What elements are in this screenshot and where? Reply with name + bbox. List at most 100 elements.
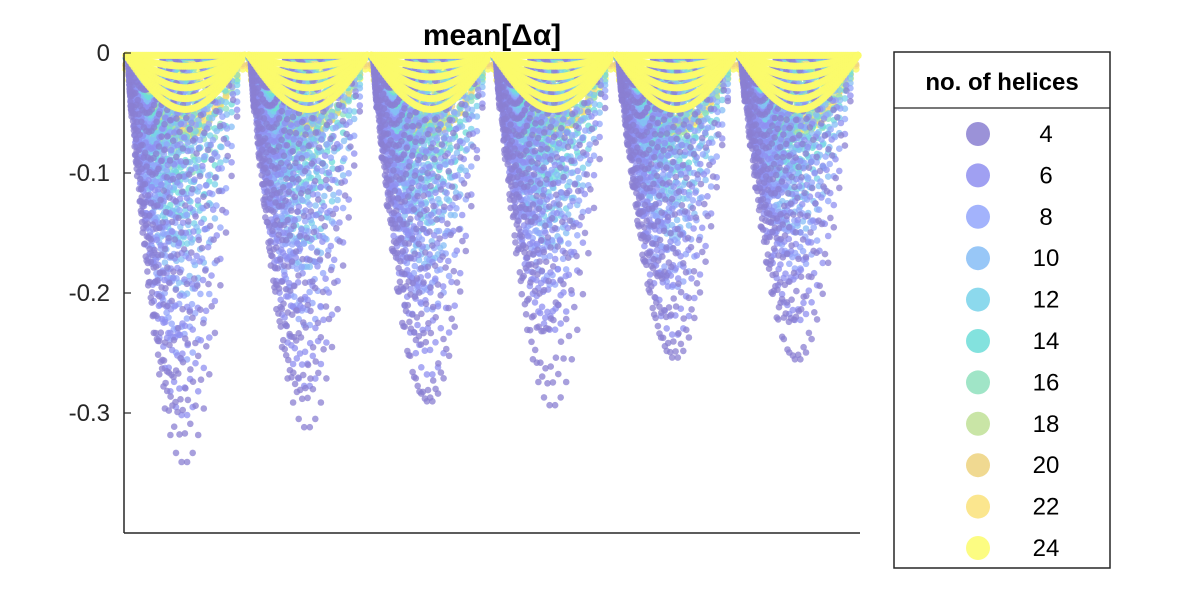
scatter-point xyxy=(197,306,204,314)
scatter-point xyxy=(208,114,216,122)
scatter-point xyxy=(224,152,231,160)
scatter-point xyxy=(158,181,165,188)
scatter-point xyxy=(323,141,331,148)
scatter-point xyxy=(233,106,241,114)
scatter-point xyxy=(187,366,194,373)
scatter-point xyxy=(198,219,205,226)
scatter-point xyxy=(211,150,218,157)
scatter-point xyxy=(217,159,224,166)
scatter-point xyxy=(132,151,139,158)
scatter-point xyxy=(211,174,219,181)
scatter-point xyxy=(159,219,167,226)
scatter-point xyxy=(189,185,196,193)
scatter-point xyxy=(210,236,217,243)
scatter-point xyxy=(179,406,186,414)
scatter-point xyxy=(199,162,206,170)
scatter-point xyxy=(170,336,178,344)
scatter-point xyxy=(228,172,235,180)
scatter-point xyxy=(199,276,207,284)
scatter-point xyxy=(180,246,188,253)
scatter-point xyxy=(194,352,202,360)
scatter-point xyxy=(169,228,176,235)
scatter-point xyxy=(176,292,184,299)
scatter-point xyxy=(167,146,175,154)
scatter-point xyxy=(170,268,177,276)
scatter-point xyxy=(298,263,306,271)
scatter-point xyxy=(197,376,205,384)
scatter-point xyxy=(138,210,145,217)
scatter-point xyxy=(188,119,195,127)
scatter-point xyxy=(144,268,151,275)
scatter-point xyxy=(193,150,200,157)
scatter-point xyxy=(340,137,348,145)
scatter-point xyxy=(192,213,199,220)
scatter-point xyxy=(146,245,153,253)
scatter-point xyxy=(215,165,222,172)
scatter-point xyxy=(334,196,341,204)
scatter-point xyxy=(160,383,167,390)
scatter-point xyxy=(321,192,328,200)
scatter-point xyxy=(153,118,160,126)
scatter-point xyxy=(200,193,207,200)
scatter-point xyxy=(183,194,191,202)
scatter-point xyxy=(173,115,180,122)
scatter-point xyxy=(176,128,183,136)
scatter-point xyxy=(131,143,138,150)
scatter-point xyxy=(138,218,146,226)
scatter-point xyxy=(183,411,191,419)
scatter-point xyxy=(170,423,178,431)
scatter-point xyxy=(200,319,207,327)
scatter-point xyxy=(194,431,202,439)
scatter-point xyxy=(200,364,208,372)
scatter-point xyxy=(206,290,213,298)
scatter-point xyxy=(191,176,198,183)
scatter-point xyxy=(141,240,149,247)
scatter-point xyxy=(131,131,138,139)
scatter-point xyxy=(192,339,199,347)
scatter-point xyxy=(211,329,219,337)
scatter-point xyxy=(160,269,167,277)
scatter-point xyxy=(155,165,162,173)
scatter-point xyxy=(181,134,188,141)
scatter-point xyxy=(183,458,191,466)
scatter-point xyxy=(168,320,175,328)
scatter-point xyxy=(181,430,189,437)
scatter-point xyxy=(156,224,163,232)
scatter-point xyxy=(183,211,191,219)
scatter-point xyxy=(155,110,163,118)
scatter-point xyxy=(328,112,335,119)
scatter-point xyxy=(188,249,195,256)
scatter-point xyxy=(184,340,192,347)
scatter-point xyxy=(128,113,135,120)
scatter-point xyxy=(208,156,215,163)
scatter-point xyxy=(179,358,187,366)
scatter-point xyxy=(182,385,189,392)
scatter-point xyxy=(206,371,213,378)
scatter-point xyxy=(166,157,174,164)
scatter-point xyxy=(150,124,158,131)
scatter-point xyxy=(161,405,169,412)
scatter-point xyxy=(200,153,208,161)
scatter-point xyxy=(156,371,163,378)
scatter-point xyxy=(198,244,206,252)
scatter-point xyxy=(201,129,208,137)
scatter-point xyxy=(176,269,184,276)
scatter-point xyxy=(172,197,179,205)
scatter-point xyxy=(215,187,223,195)
scatter-point xyxy=(183,114,190,122)
scatter-point xyxy=(163,174,171,181)
scatter-point xyxy=(335,189,343,196)
scatter-point xyxy=(229,96,237,104)
scatter-point xyxy=(175,214,182,222)
scatter-point xyxy=(189,314,196,322)
scatter-point xyxy=(298,196,306,204)
scatter-point xyxy=(209,206,217,213)
scatter-point xyxy=(205,280,212,288)
scatter-point xyxy=(332,124,340,131)
scatter-point xyxy=(202,267,209,274)
scatter-point xyxy=(206,189,213,197)
scatter-point xyxy=(196,258,204,265)
scatter-point xyxy=(148,299,156,306)
scatter-point xyxy=(154,351,162,359)
scatter-point xyxy=(222,229,230,236)
